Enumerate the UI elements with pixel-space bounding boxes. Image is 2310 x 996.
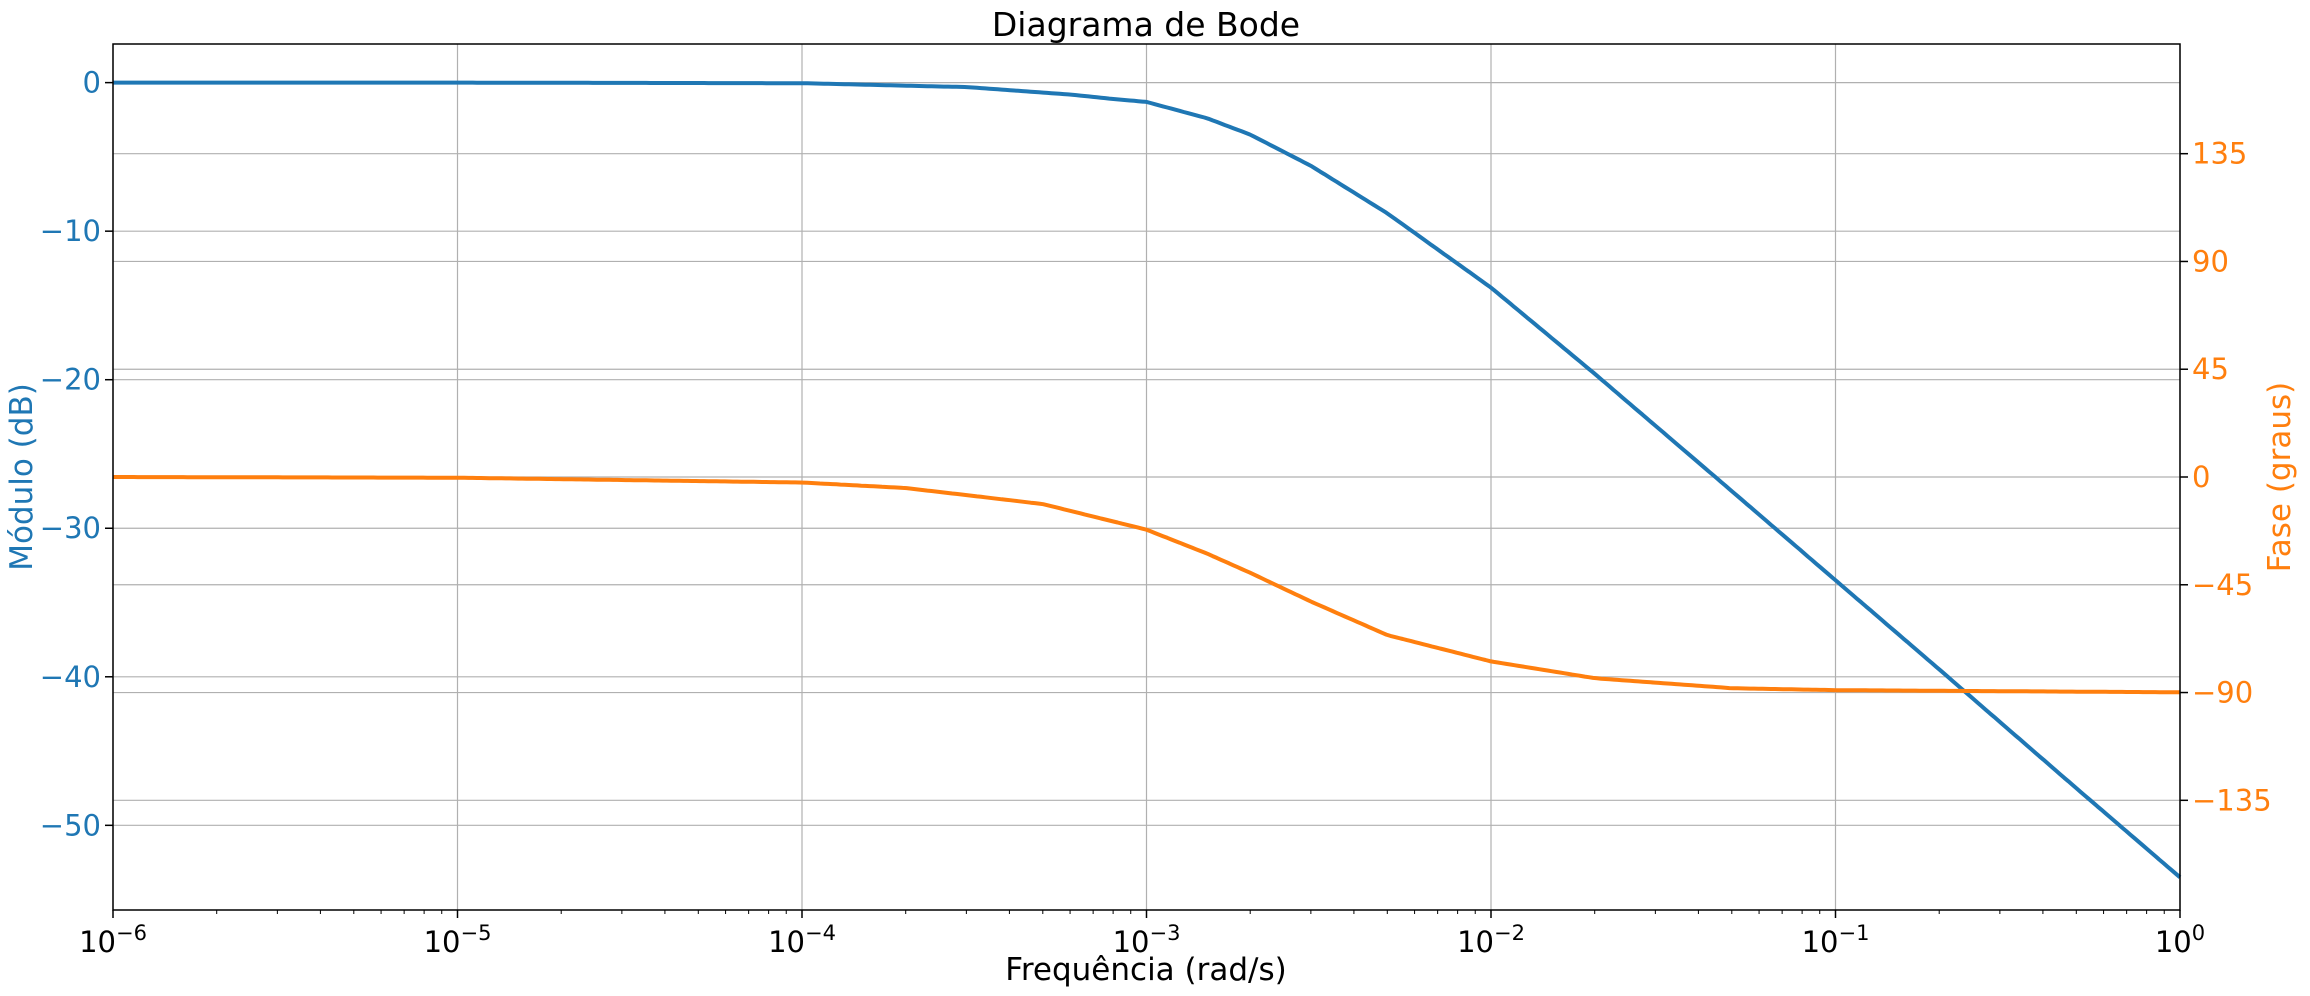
right-y-tick-label: 0 <box>2192 460 2210 494</box>
x-tick-label: 10−3 <box>1113 921 1181 959</box>
left-y-tick-label: −30 <box>40 511 101 545</box>
x-axis-label: Frequência (rad/s) <box>1005 952 1286 988</box>
right-y-tick-label: −135 <box>2192 783 2272 817</box>
x-tick-label: 10−2 <box>1457 921 1525 959</box>
right-y-tick-label: 135 <box>2192 137 2247 171</box>
left-y-axis-label: Módulo (dB) <box>4 383 40 571</box>
left-y-axis: 0 −10 −20 −30 −40 −50 <box>40 66 113 842</box>
right-y-tick-label: 90 <box>2192 244 2229 278</box>
right-y-tick-label: −45 <box>2192 568 2253 602</box>
right-y-axis-label: Fase (graus) <box>2262 382 2298 572</box>
series-layer <box>113 80 2182 879</box>
left-y-tick-label: −40 <box>40 660 101 694</box>
left-y-tick-label: 0 <box>83 66 101 100</box>
right-y-tick-label: 45 <box>2192 352 2229 386</box>
right-y-tick-label: −90 <box>2192 676 2253 710</box>
x-tick-label: 10−5 <box>424 921 492 959</box>
magnitude-series-line <box>113 80 2182 879</box>
right-y-axis: 135 90 45 0 −45 −90 −135 <box>2180 137 2272 817</box>
left-y-tick-label: −20 <box>40 363 101 397</box>
left-y-tick-label: −10 <box>40 214 101 248</box>
phase-series-line <box>113 475 2180 695</box>
x-axis: 10−6 10−5 10−4 10−3 10−2 10−1 100 <box>79 910 2205 959</box>
x-tick-label: 10−4 <box>768 921 836 959</box>
x-tick-label: 10−1 <box>1802 921 1870 959</box>
chart-title: Diagrama de Bode <box>992 5 1300 44</box>
x-tick-label: 100 <box>2155 921 2205 959</box>
x-tick-label: 10−6 <box>79 921 147 959</box>
left-y-tick-label: −50 <box>40 808 101 842</box>
